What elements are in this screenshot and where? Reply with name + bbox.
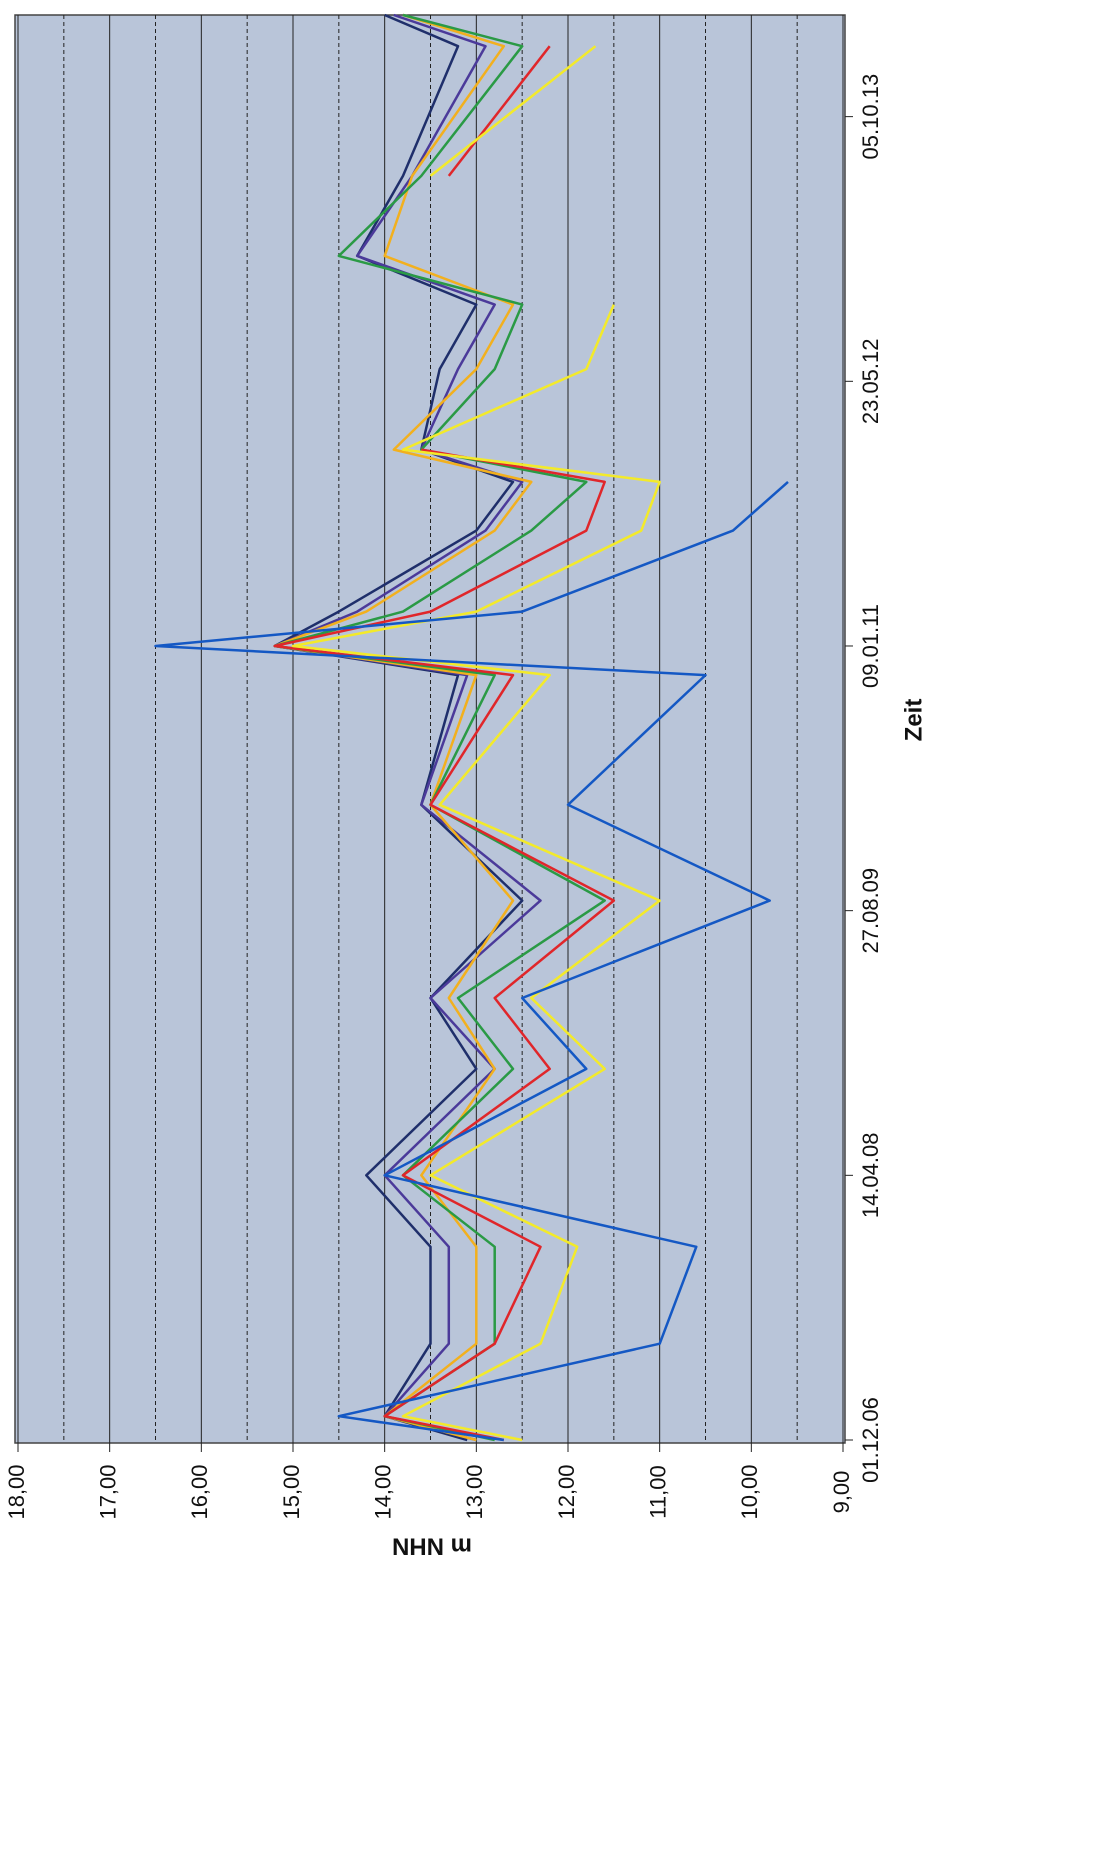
y-tick-label: 10,00 <box>737 1464 762 1519</box>
series-line <box>273 448 616 1442</box>
y-tick-label: 13,00 <box>462 1464 487 1519</box>
y-tick-label: 11,00 <box>645 1465 670 1518</box>
y-tick-label: 9,00 <box>829 1471 854 1514</box>
y-tick-label: 16,00 <box>187 1464 212 1519</box>
y-tick-label: 15,00 <box>279 1464 304 1519</box>
y-tick-label: 12,00 <box>554 1464 579 1519</box>
y-tick-label: 18,00 <box>4 1464 29 1519</box>
y-tick-label: 14,00 <box>370 1464 395 1519</box>
series-line <box>291 304 661 1442</box>
x-tick-label: 27.08.09 <box>858 868 883 954</box>
y-tick-label: 17,00 <box>95 1464 120 1519</box>
x-axis-title: Zeit <box>900 699 927 742</box>
x-tick-label: 14.04.08 <box>858 1133 883 1219</box>
x-tick-label: 01.12.06 <box>858 1397 883 1483</box>
x-tick-label: 05.10.13 <box>858 74 883 160</box>
y-axis-title: m NHN <box>392 1533 472 1560</box>
x-tick-label: 09.01.11 <box>858 604 883 688</box>
series-line <box>429 45 597 177</box>
series-line <box>447 45 551 177</box>
series-line <box>154 480 789 1442</box>
x-tick-label: 23.05.12 <box>858 338 883 424</box>
